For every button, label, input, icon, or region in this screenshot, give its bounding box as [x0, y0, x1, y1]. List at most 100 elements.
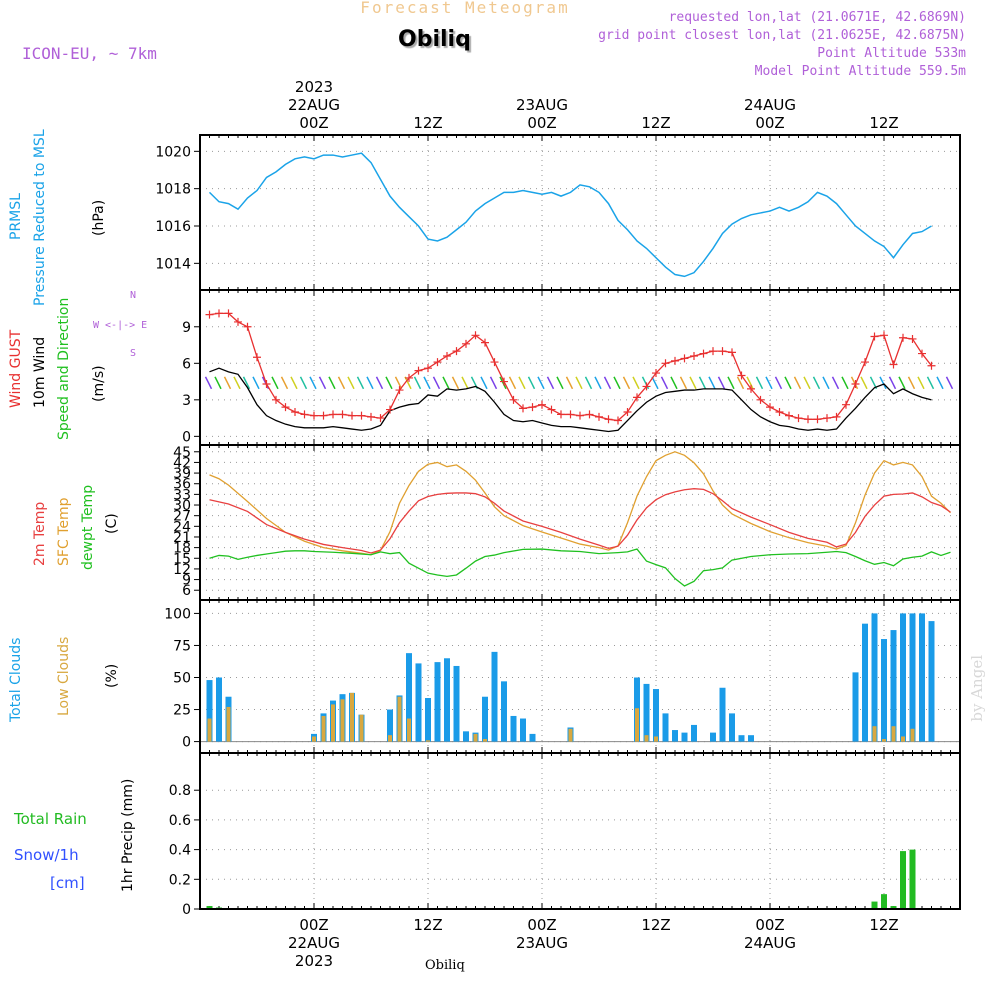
wind-gust-marker: [424, 364, 432, 373]
y-tick-label: 1018: [155, 182, 191, 198]
wind-direction-arrow: [328, 376, 336, 390]
total-cloud-bar: [890, 630, 897, 742]
wind-gust-marker: [405, 373, 413, 382]
low-cloud-bar: [483, 739, 487, 742]
wind-gust-marker: [300, 410, 309, 419]
wind-gust-marker: [243, 322, 252, 331]
low-cloud-bar: [568, 728, 573, 742]
total-cloud-bar: [928, 621, 935, 742]
model-point-altitude: Model Point Altitude 559.5m: [754, 64, 966, 79]
wind-gust-marker: [842, 400, 850, 409]
wind-gust-marker: [357, 411, 366, 420]
point-altitude: Point Altitude 533m: [817, 46, 966, 61]
wind-direction-arrow: [907, 376, 916, 390]
low-cloud-bar: [910, 728, 915, 742]
wind-gust-marker: [281, 403, 290, 412]
wind-gust-marker: [205, 310, 214, 319]
wind-gust-marker: [348, 411, 356, 420]
wind-speed-line: [209, 367, 932, 433]
wind-direction-arrow: [442, 376, 450, 390]
low-cloud-bar: [388, 735, 392, 742]
total-cloud-bar: [491, 651, 498, 742]
low-cloud-bar: [872, 726, 877, 742]
wind-direction-arrow: [736, 376, 745, 390]
top-time-label: 00Z: [299, 114, 328, 132]
total-cloud-bar: [681, 732, 688, 742]
wind-gust-marker: [804, 415, 812, 424]
rain-bar: [900, 851, 906, 909]
wind-gust-marker: [509, 395, 518, 404]
wind-gust-marker: [376, 414, 385, 423]
wind-direction-arrow: [698, 376, 707, 390]
wind-direction-arrow: [556, 376, 564, 390]
wind-gust-marker: [500, 377, 508, 386]
top-time-label: 23AUG: [516, 96, 568, 114]
wind-gust-marker: [538, 400, 546, 409]
wind-direction-arrow: [727, 376, 735, 390]
wind-direction-arrow: [879, 376, 887, 390]
y-tick-label: 39: [173, 466, 191, 482]
wind-gust-marker: [652, 369, 660, 378]
wind-gust-marker: [832, 412, 841, 421]
wind-gust-marker: [908, 334, 917, 343]
y-tick-label: 30: [173, 498, 191, 514]
y-tick-label: 15: [173, 551, 191, 567]
top-time-label: 00Z: [755, 114, 784, 132]
wind-direction-arrow: [898, 376, 906, 390]
top-time-label: 12Z: [869, 114, 898, 132]
total-cloud-bar: [529, 733, 536, 742]
wind-direction-arrow: [537, 376, 545, 390]
total-cloud-bar: [463, 731, 469, 742]
rain-bar: [206, 906, 213, 909]
wind-direction-arrow: [936, 376, 944, 390]
wind-direction-arrow: [404, 376, 412, 390]
wind-gust-marker: [367, 412, 375, 421]
total-cloud-bar: [852, 672, 859, 742]
bottom-time-label: 23AUG: [516, 934, 568, 952]
y-tick-label: 36: [173, 477, 191, 493]
wind-gust-marker: [272, 395, 280, 404]
wind-gust-line: [209, 312, 933, 422]
wind-direction-arrow: [242, 376, 251, 390]
wind-direction-arrow: [765, 376, 773, 390]
wind-gust-marker: [519, 404, 527, 413]
wind-gust-marker: [813, 415, 822, 424]
y-tick-label: 25: [173, 703, 191, 719]
wind-direction-arrow: [632, 376, 640, 390]
wind-direction-arrow: [223, 376, 232, 390]
wind-direction-arrow: [318, 376, 327, 390]
wind-direction-arrow: [831, 376, 840, 390]
compass-north: N: [130, 290, 137, 301]
panel-frame: [199, 289, 961, 446]
wind-gust-marker: [310, 411, 318, 420]
low-cloud-bar: [350, 692, 354, 742]
wind-direction-arrow: [565, 376, 574, 390]
wind-gust-marker: [215, 309, 223, 318]
total-cloud-bar: [482, 696, 488, 742]
temp-2m-line: [209, 488, 951, 554]
wind-direction-arrow: [812, 376, 821, 390]
total-cloud-bar: [881, 639, 887, 742]
top-time-label: 24AUG: [744, 96, 796, 114]
wind-direction-arrow: [394, 376, 403, 390]
wind-gust-marker: [870, 332, 879, 341]
wind-gust-marker: [414, 366, 423, 375]
y-tick-label: 18: [173, 541, 191, 557]
y-tick-label: 1014: [155, 256, 191, 272]
snow-unit-label: [cm]: [50, 874, 85, 892]
wind-gust-marker: [680, 354, 689, 363]
wind-gust-marker: [234, 317, 242, 326]
rain-bar: [909, 849, 916, 909]
wind-gust-marker: [557, 410, 565, 419]
total-cloud-bar: [719, 687, 726, 742]
wind-direction-arrow: [755, 376, 764, 390]
bottom-time-label: 00Z: [527, 916, 556, 934]
wind-gust-marker: [747, 384, 755, 393]
y-tick-label: 9: [182, 573, 191, 589]
y-tick-label: 75: [173, 638, 191, 654]
total-cloud-bar: [415, 663, 422, 742]
wind-direction-arrow: [803, 376, 811, 390]
wind-gust-marker: [728, 348, 736, 357]
total-cloud-bar: [662, 713, 669, 742]
